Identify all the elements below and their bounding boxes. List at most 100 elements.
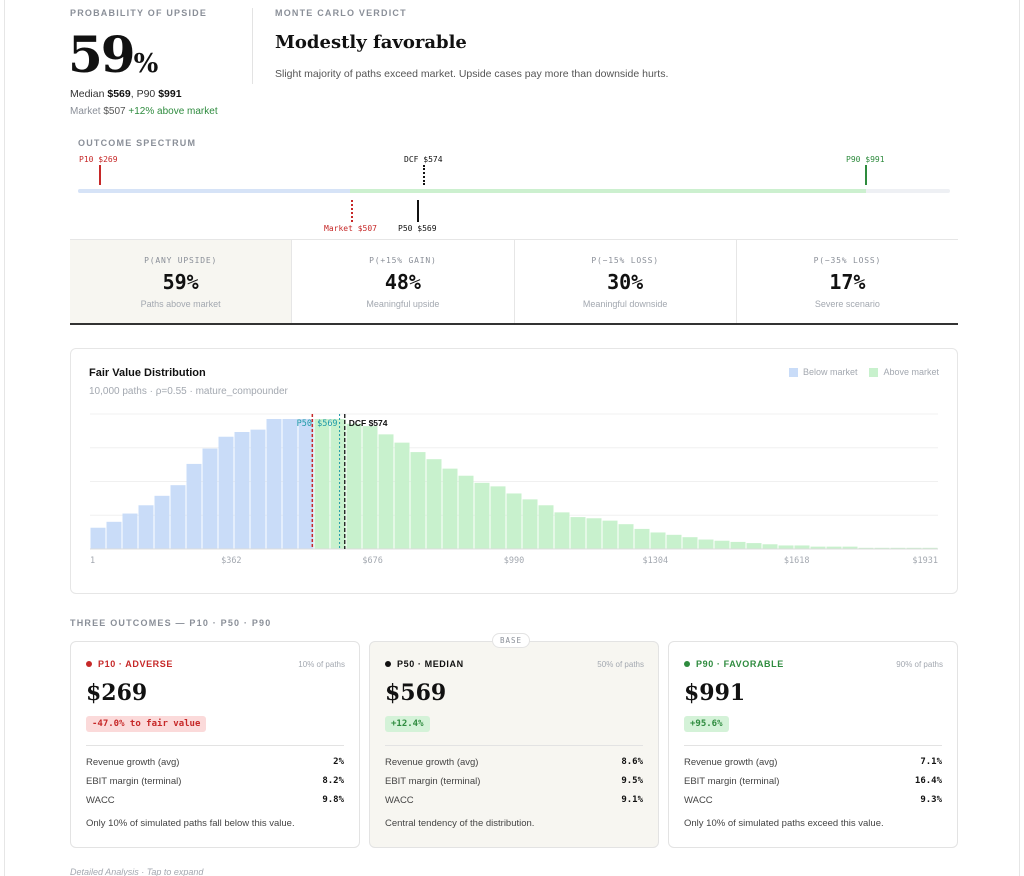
histogram-bar <box>410 452 426 549</box>
green-dot-icon <box>684 661 690 667</box>
histogram-bar <box>378 434 394 549</box>
distribution-chart-card: Fair Value Distribution 10,000 paths · ρ… <box>70 348 958 594</box>
verdict-eyebrow: MONTE CARLO VERDICT <box>275 8 407 18</box>
market-value: $507 <box>103 106 126 117</box>
card-tag-label: P90 · FAVORABLE <box>696 659 784 669</box>
outcome-card-p50[interactable]: P50 · MEDIAN 50% of paths $569 +12.4% Re… <box>369 641 659 848</box>
histogram-bar <box>714 540 730 549</box>
card-tag: P90 · FAVORABLE <box>684 659 784 669</box>
histogram-bar <box>106 521 122 549</box>
row-value: 16.4% <box>914 776 942 786</box>
stat-gain-15[interactable]: P(+15% GAIN) 48% Meaningful upside <box>292 240 515 323</box>
page-frame <box>4 0 1020 876</box>
x-tick-label: $1931 <box>912 556 938 566</box>
row-label: WACC <box>86 795 115 806</box>
outcome-spectrum: OUTCOME SPECTRUM P10 $269 DCF $574 P90 $… <box>78 138 958 234</box>
histogram-bar <box>506 493 522 549</box>
histogram-bar <box>202 448 218 549</box>
histogram-bar <box>922 547 938 549</box>
card-row: Revenue growth (avg) 7.1% <box>684 757 942 768</box>
histogram-bar <box>682 537 698 549</box>
outcome-card-p10[interactable]: P10 · ADVERSE 10% of paths $269 -47.0% t… <box>70 641 360 848</box>
p90-label: P90 <box>136 88 156 100</box>
card-tag: P10 · ADVERSE <box>86 659 173 669</box>
black-dot-icon <box>385 661 391 667</box>
stat-value: 59% <box>162 270 199 294</box>
row-label: Revenue growth (avg) <box>684 757 778 768</box>
card-share: 50% of paths <box>597 660 644 669</box>
histogram-bar <box>266 419 282 549</box>
median-summary: Median $569, P90 $991 <box>70 88 182 100</box>
histogram-svg: P50 $569 DCF $574 1 $362 $676 $990 $1304 $1618 $… <box>90 413 938 566</box>
p50-marker-label: P50 $569 <box>297 419 338 429</box>
x-tick-label: $1618 <box>784 556 810 566</box>
row-label: EBIT margin (terminal) <box>385 776 481 787</box>
card-tag: P50 · MEDIAN <box>385 659 464 669</box>
market-delta: +12% above market <box>128 106 218 117</box>
card-share: 10% of paths <box>298 660 345 669</box>
card-row: EBIT margin (terminal) 16.4% <box>684 776 942 787</box>
histogram-bar <box>570 517 586 549</box>
spectrum-below-segment <box>78 189 350 193</box>
histogram-bar <box>890 547 906 549</box>
card-row: Revenue growth (avg) 2% <box>86 757 344 768</box>
spectrum-p90-marker <box>865 165 867 185</box>
histogram-bar <box>458 475 474 549</box>
card-share: 90% of paths <box>896 660 943 669</box>
histogram-bar <box>746 543 762 549</box>
card-divider <box>684 745 942 746</box>
histogram-bar <box>234 432 250 549</box>
row-value: 8.6% <box>621 757 643 767</box>
row-value: 7.1% <box>920 757 942 767</box>
row-value: 2% <box>333 757 344 767</box>
base-chip: BASE <box>492 633 531 648</box>
verdict-block: MONTE CARLO VERDICT Modestly favorable S… <box>275 8 975 80</box>
detailed-analysis-link[interactable]: Detailed Analysis · Tap to expand <box>70 867 204 876</box>
spectrum-p90-label: P90 $991 <box>846 155 885 164</box>
verdict-description: Slight majority of paths exceed market. … <box>275 68 669 80</box>
histogram-bar <box>138 505 154 549</box>
stat-any-upside[interactable]: P(ANY UPSIDE) 59% Paths above market <box>70 240 293 323</box>
histogram-bar <box>90 527 106 549</box>
card-row: Revenue growth (avg) 8.6% <box>385 757 643 768</box>
histogram-bar <box>474 482 490 549</box>
histogram-bar <box>906 547 922 549</box>
row-label: Revenue growth (avg) <box>385 757 479 768</box>
legend-above-label: Above market <box>883 367 939 377</box>
probability-eyebrow: PROBABILITY OF UPSIDE <box>70 8 208 18</box>
stat-loss-15[interactable]: P(−15% LOSS) 30% Meaningful downside <box>515 240 737 323</box>
stat-sub: Meaningful downside <box>582 299 668 309</box>
legend-below-label: Below market <box>802 367 858 377</box>
stat-label: P(−15% LOSS) <box>591 256 659 265</box>
chart-subtitle: 10,000 paths · ρ=0.55 · mature_compounde… <box>89 386 288 397</box>
histogram-bar <box>874 547 890 549</box>
row-value: 9.8% <box>322 795 344 805</box>
row-label: EBIT margin (terminal) <box>86 776 182 787</box>
p90-value: $991 <box>158 88 182 100</box>
histogram-bar <box>330 419 346 549</box>
histogram-bar <box>618 524 634 549</box>
card-price: $569 <box>385 680 447 706</box>
stat-value: 17% <box>829 270 866 294</box>
histogram-bar <box>346 423 362 549</box>
stat-value: 30% <box>607 270 644 294</box>
histogram-bar <box>122 513 138 549</box>
card-price: $991 <box>684 680 746 706</box>
row-value: 9.1% <box>621 795 643 805</box>
dcf-marker-label: DCF $574 <box>349 418 388 428</box>
card-badge: -47.0% to fair value <box>86 716 207 732</box>
row-value: 9.5% <box>621 776 643 786</box>
histogram-bar <box>666 534 682 549</box>
histogram-bar <box>778 545 794 549</box>
outcome-card-p90[interactable]: P90 · FAVORABLE 90% of paths $991 +95.6%… <box>668 641 958 848</box>
histogram-bar <box>698 539 714 549</box>
card-note: Central tendency of the distribution. <box>385 818 535 829</box>
spectrum-market-label: Market $507 <box>324 224 377 233</box>
histogram-bar <box>810 546 826 549</box>
probability-unit: % <box>133 49 159 79</box>
card-tag-label: P50 · MEDIAN <box>397 659 464 669</box>
histogram-bar <box>282 419 298 549</box>
histogram-bar <box>442 468 458 549</box>
probability-block: PROBABILITY OF UPSIDE 59% Median $569, P… <box>68 8 250 117</box>
stat-loss-35[interactable]: P(−35% LOSS) 17% Severe scenario <box>737 240 958 323</box>
